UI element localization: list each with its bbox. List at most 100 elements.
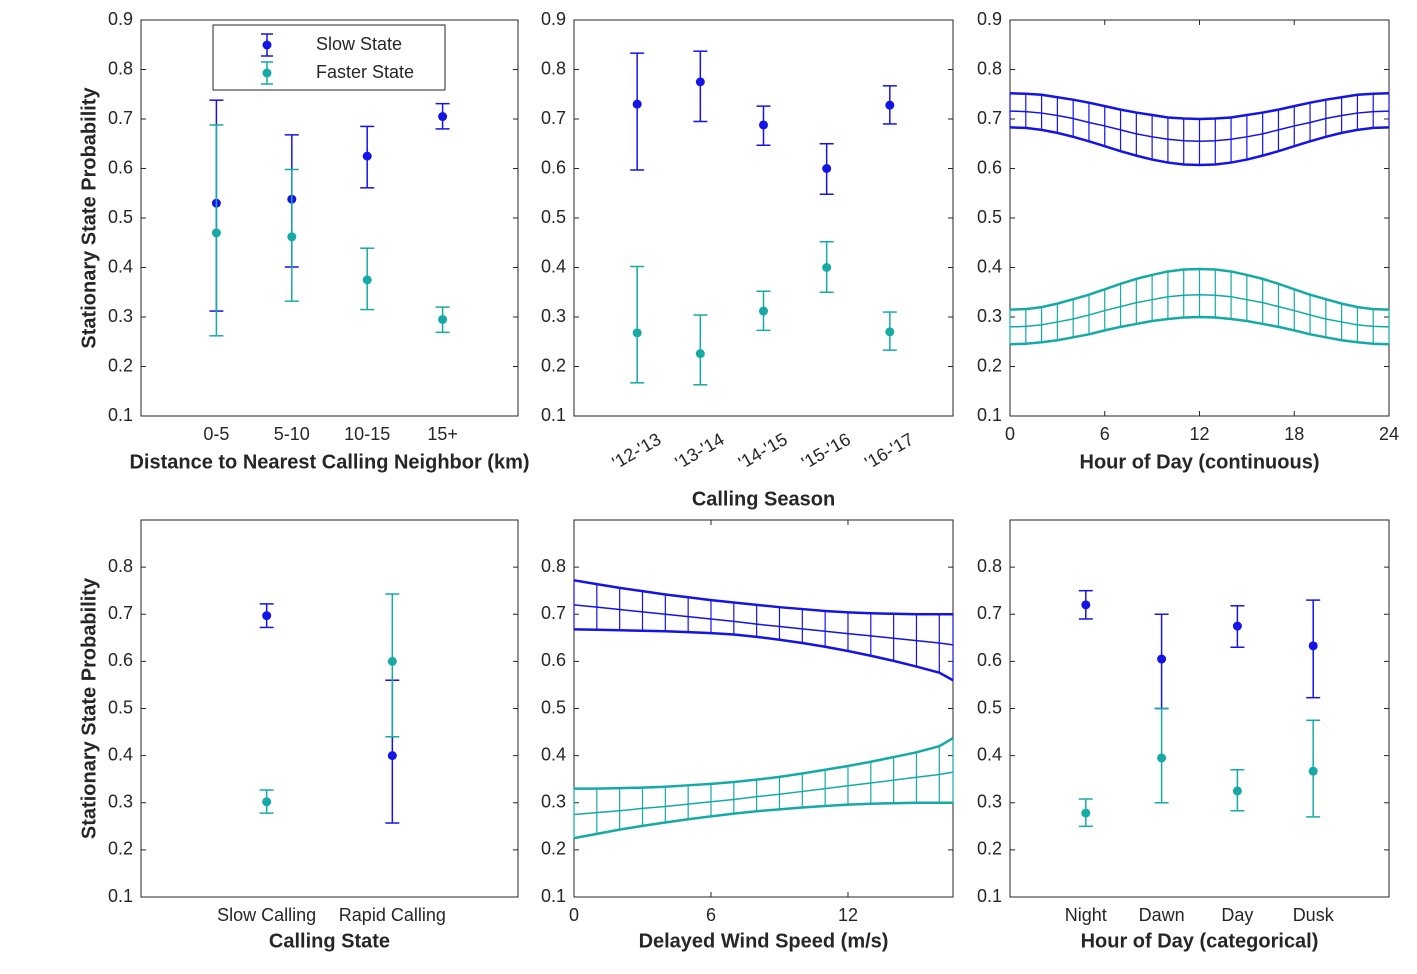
plot-area [1009, 519, 1390, 898]
y-tick-label: 0.4 [541, 744, 566, 764]
y-tick-label: 0.5 [541, 697, 566, 717]
y-tick-label: 0.2 [108, 839, 133, 859]
x-tick-label: Dusk [1293, 905, 1335, 925]
y-tick-label: 0.2 [108, 355, 133, 375]
point [1081, 600, 1091, 610]
x-tick-label: '14-'15 [735, 429, 791, 473]
y-tick-label: 0.3 [108, 792, 133, 812]
point [262, 797, 272, 807]
y-tick-label: 0.1 [977, 886, 1002, 906]
y-tick-label: 0.3 [977, 306, 1002, 326]
point [1232, 786, 1242, 796]
line [1009, 110, 1390, 143]
point [885, 327, 895, 337]
x-tick-label: 24 [1379, 424, 1399, 444]
y-tick-label: 0.5 [977, 697, 1002, 717]
point [438, 112, 448, 122]
point [287, 232, 297, 242]
legend-label: Slow State [316, 34, 402, 54]
y-tick-label: 0.5 [977, 207, 1002, 227]
y-tick-label: 0.4 [977, 256, 1002, 276]
x-tick-label: 18 [1284, 424, 1304, 444]
point [632, 99, 642, 109]
point [1232, 621, 1242, 631]
y-tick-label: 0.3 [977, 792, 1002, 812]
y-tick-label: 0.5 [541, 207, 566, 227]
y-tick-label: 0.7 [541, 603, 566, 623]
legend [212, 24, 446, 91]
band-edge [573, 801, 953, 840]
y-tick-label: 0.7 [108, 603, 133, 623]
point [822, 263, 832, 272]
plot-area [1009, 19, 1390, 417]
point [362, 275, 372, 285]
point [759, 306, 768, 316]
y-tick-label: 0.7 [977, 108, 1002, 128]
y-tick-label: 0.6 [541, 157, 566, 177]
panel: 0.1 0.2 0.3 0.4 0.5 0.6 0.7 0.8 0.9 0-5 5-10 10-15 1… [78, 9, 529, 474]
plot-area [140, 519, 519, 898]
x-tick-label: 0 [1005, 424, 1015, 444]
x-tick-label: Slow Calling [217, 905, 316, 925]
band-edge [574, 737, 954, 790]
y-tick-label: 0.1 [977, 405, 1002, 425]
y-tick-label: 0.8 [108, 58, 133, 78]
panel: 0.1 0.2 0.3 0.4 0.5 0.6 0.7 0.8 0 6 12 Delayed Wind… [541, 519, 954, 952]
y-tick-label: 0.9 [977, 9, 1002, 29]
y-tick-label: 0.4 [108, 256, 133, 276]
point [822, 164, 832, 173]
y-tick-label: 0.2 [977, 839, 1002, 859]
y-tick-label: 0.3 [541, 306, 566, 326]
plot-area [573, 19, 954, 417]
x-axis-label: Delayed Wind Speed (m/s) [639, 930, 889, 952]
y-tick-label: 0.9 [108, 9, 133, 29]
legend-label: Faster State [316, 62, 414, 82]
band-edge [573, 579, 953, 616]
y-tick-label: 0.5 [108, 697, 133, 717]
x-tick-label: 10-15 [344, 424, 390, 444]
y-tick-label: 0.3 [108, 306, 133, 326]
point [362, 151, 372, 161]
x-tick-label: 12 [1189, 424, 1209, 444]
x-tick-label: '13-'14 [672, 429, 728, 473]
point [262, 611, 272, 621]
y-tick-label: 0.1 [541, 405, 566, 425]
band-edge [1009, 315, 1390, 346]
panel: 0.1 0.2 0.3 0.4 0.5 0.6 0.7 0.8 Night Dawn Day Dusk… [977, 519, 1390, 952]
y-tick-label: 0.2 [977, 355, 1002, 375]
point [695, 349, 705, 359]
y-tick-label: 0.6 [977, 650, 1002, 670]
x-tick-label: 5-10 [274, 424, 310, 444]
x-axis-label: Calling State [269, 930, 390, 952]
y-tick-label: 0.8 [541, 556, 566, 576]
point [885, 100, 895, 110]
y-tick-label: 0.6 [977, 157, 1002, 177]
x-tick-label: Night [1065, 905, 1107, 925]
x-tick-label: 6 [706, 905, 716, 925]
band-edge [1009, 126, 1390, 167]
point [1157, 753, 1167, 763]
x-tick-label: Dawn [1139, 905, 1185, 925]
point [438, 314, 448, 324]
point [1157, 654, 1167, 664]
point [387, 656, 397, 666]
panel: 0.1 0.2 0.3 0.4 0.5 0.6 0.7 0.8 0.9 '12-'13'13-'1… [541, 9, 954, 510]
x-axis-label: Distance to Nearest Calling Neighbor (km… [129, 451, 529, 473]
legend-swatch [262, 40, 272, 50]
band-edge [1009, 92, 1390, 121]
panel: 0.1 0.2 0.3 0.4 0.5 0.6 0.7 0.8 Slow Calling Rapi… [78, 519, 519, 952]
x-axis-label: Hour of Day (continuous) [1080, 451, 1320, 473]
x-axis-label: Calling Season [692, 488, 835, 510]
x-tick-label: 15+ [427, 424, 458, 444]
x-tick-label: 0 [569, 905, 579, 925]
y-tick-label: 0.7 [541, 108, 566, 128]
y-tick-label: 0.6 [108, 650, 133, 670]
y-tick-label: 0.5 [108, 207, 133, 227]
x-tick-label: '12-'13 [609, 429, 665, 473]
band-edge [573, 628, 954, 682]
x-tick-label: '16-'17 [861, 429, 917, 473]
x-tick-label: '15-'16 [798, 429, 854, 473]
x-axis-label: Hour of Day (categorical) [1081, 930, 1319, 952]
y-tick-label: 0.4 [108, 744, 133, 764]
